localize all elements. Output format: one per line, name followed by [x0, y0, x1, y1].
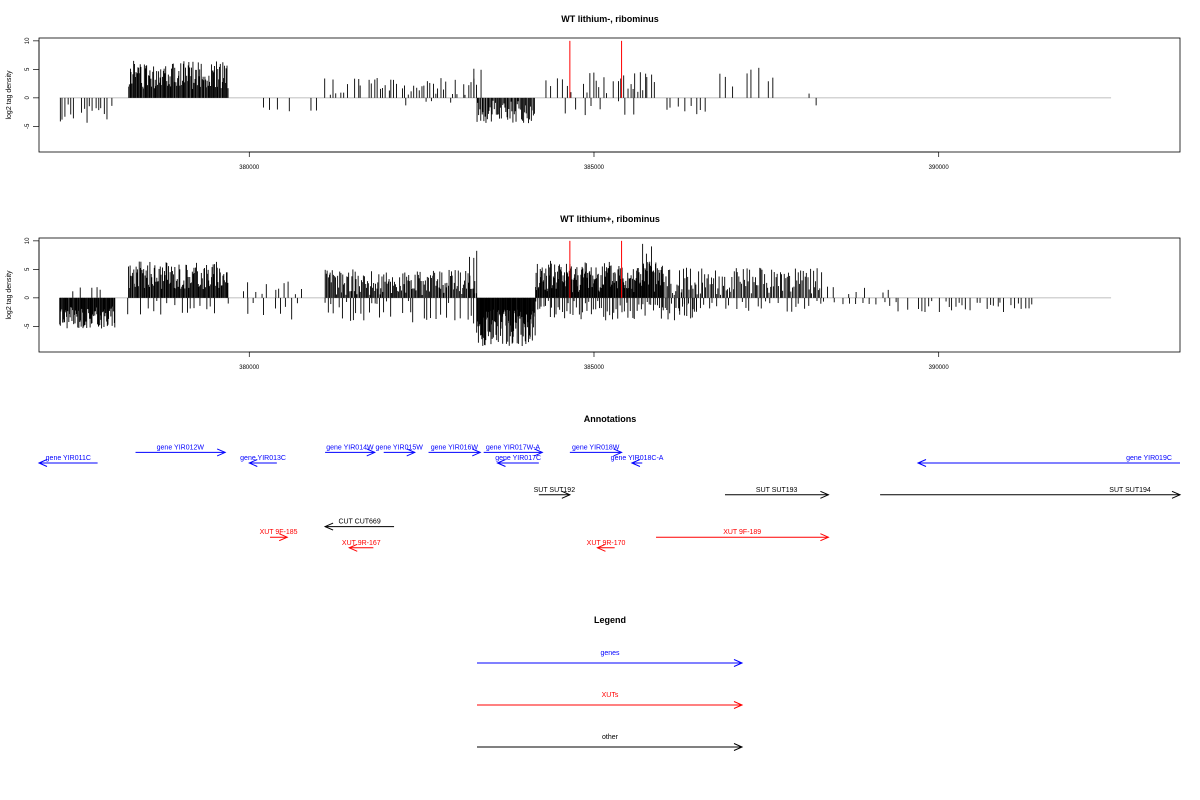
annotation-other: SUT SUT193: [724, 487, 830, 499]
annotations-title: Annotations: [584, 414, 637, 424]
x-tick-label: 390000: [929, 165, 950, 171]
x-tick-label: 385000: [584, 365, 605, 371]
arrow-head: [496, 459, 506, 467]
x-tick-label: 385000: [584, 165, 605, 171]
coverage-panel-lithium-plus: WT lithium+, ribominus log2 tag density …: [6, 214, 1181, 371]
annotation-label: gene YIR018C-A: [611, 455, 664, 462]
annotation-label: gene YIR019C: [1126, 455, 1172, 462]
x-tick-label: 380000: [239, 365, 260, 371]
y-tick-label: 10: [25, 37, 31, 44]
arrow-head: [323, 522, 334, 531]
annotation-label: SUT SUT193: [756, 487, 798, 494]
arrow-head: [613, 448, 623, 457]
arrow-head: [37, 459, 48, 467]
annotation-gene: gene YIR018W: [569, 444, 623, 457]
legend-items: genes XUTs other: [477, 650, 744, 751]
legend-item-xut: XUTs: [477, 692, 744, 709]
y-axis: -5 0 5 10: [25, 37, 40, 129]
y-axis-label: log2 tag density: [6, 270, 13, 320]
legend-label: XUTs: [602, 692, 619, 699]
annotation-other: CUT CUT669: [323, 519, 395, 531]
y-tick-label: 0: [25, 296, 31, 300]
annotation-label: gene YIR017W-A: [486, 444, 541, 451]
annotation-gene: gene YIR017C: [495, 455, 541, 467]
annotation-label: gene YIR015W: [376, 444, 424, 451]
arrow-head: [630, 459, 641, 467]
arrow-head: [596, 543, 606, 552]
x-axis: 380000 385000 390000: [239, 151, 950, 171]
annotation-label: CUT CUT669: [338, 519, 380, 526]
annotation-label: XUT 9R-170: [587, 540, 626, 547]
arrow-head: [216, 448, 227, 457]
x-tick-label: 390000: [929, 365, 950, 371]
arrow-head: [472, 448, 482, 457]
arrow-head: [406, 448, 416, 457]
annotation-label: gene YIR011C: [46, 455, 91, 462]
annotation-gene: gene YIR013C: [240, 455, 286, 467]
annotation-arrows: gene YIR011C gene YIR012W gene YIR013C gene…: [37, 444, 1182, 552]
annotation-label: XUT 9R-167: [342, 540, 381, 547]
x-tick-label: 380000: [239, 165, 260, 171]
y-tick-label: -5: [25, 323, 31, 329]
annotation-label: SUT SUT192: [534, 487, 576, 494]
annotation-xut: XUT 9R-167: [342, 540, 381, 552]
legend: Legend genes XUTs other: [477, 615, 744, 751]
y-tick-label: 10: [25, 237, 31, 244]
panel-title: WT lithium-, ribominus: [561, 14, 659, 24]
annotation-label: gene YIR016W: [431, 444, 479, 451]
legend-item-other: other: [477, 734, 744, 751]
annotation-label: XUT 9F-185: [260, 529, 298, 536]
annotation-gene: gene YIR015W: [376, 444, 424, 457]
arrow-head: [534, 448, 544, 457]
arrow-head: [733, 659, 744, 667]
y-tick-label: 5: [25, 67, 31, 71]
annotation-other: SUT SUT194: [880, 487, 1182, 499]
coverage-bars: [59, 240, 1112, 347]
coverage-bars: [59, 40, 1112, 124]
y-tick-label: 5: [25, 267, 31, 271]
arrow-head: [820, 533, 830, 542]
arrow-head: [347, 543, 358, 552]
arrow-head: [366, 448, 376, 457]
y-tick-label: -5: [25, 123, 31, 129]
x-axis: 380000 385000 390000: [239, 351, 950, 371]
arrow-head: [733, 743, 744, 751]
annotation-gene: gene YIR016W: [428, 444, 482, 457]
annotation-other: SUT SUT192: [534, 487, 576, 499]
annotation-label: gene YIR017C: [495, 455, 541, 462]
annotation-gene: gene YIR018C-A: [611, 455, 664, 467]
annotation-label: gene YIR012W: [157, 444, 205, 451]
annotation-xut: XUT 9R-170: [587, 540, 626, 552]
legend-label: genes: [600, 650, 620, 657]
arrow-head: [820, 490, 830, 499]
annotation-xut: XUT 9F-189: [656, 529, 830, 542]
arrow-head: [561, 490, 572, 499]
annotation-gene: gene YIR011C: [37, 455, 98, 467]
y-axis: -5 0 5 10: [25, 237, 40, 329]
y-axis-label: log2 tag density: [6, 70, 13, 120]
legend-title: Legend: [594, 615, 626, 625]
arrow-head: [278, 533, 289, 542]
legend-item-gene: genes: [477, 650, 744, 667]
arrow-head: [916, 459, 927, 467]
legend-label: other: [602, 734, 619, 741]
annotation-label: SUT SUT194: [1109, 487, 1151, 494]
annotation-xut: XUT 9F-185: [260, 529, 298, 542]
arrow-head: [1171, 490, 1182, 499]
y-tick-label: 0: [25, 96, 31, 100]
arrow-head: [733, 701, 744, 709]
annotation-label: gene YIR013C: [240, 455, 286, 462]
annotation-label: gene YIR014W: [326, 444, 374, 451]
annotation-label: gene YIR018W: [572, 444, 620, 451]
coverage-panel-lithium-minus: WT lithium-, ribominus log2 tag density …: [6, 14, 1181, 171]
annotation-gene: gene YIR014W: [325, 444, 376, 457]
annotation-label: XUT 9F-189: [723, 529, 761, 536]
arrow-head: [248, 459, 258, 467]
annotation-gene: gene YIR019C: [916, 455, 1180, 467]
annotation-gene: gene YIR017W-A: [483, 444, 544, 457]
panel-title: WT lithium+, ribominus: [560, 214, 660, 224]
annotation-gene: gene YIR012W: [135, 444, 227, 457]
